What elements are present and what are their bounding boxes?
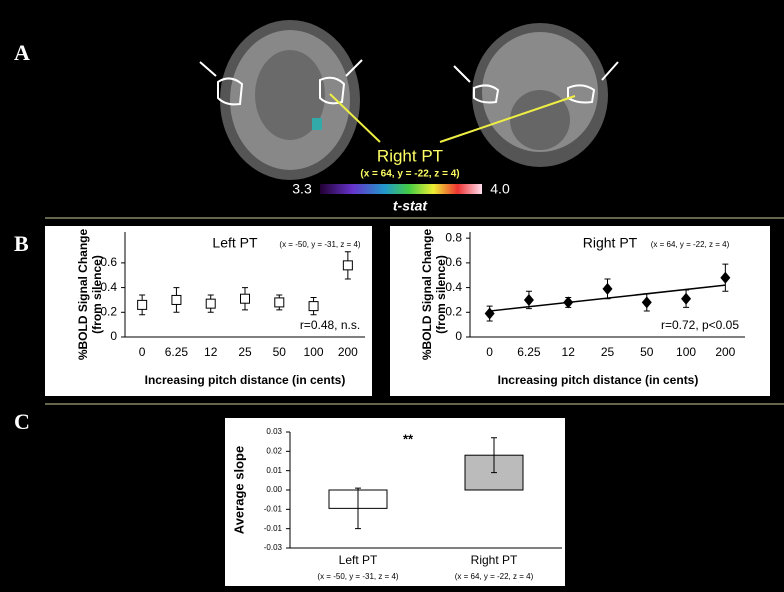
y-tick-label: 0.6 xyxy=(445,255,462,269)
panel-label: A xyxy=(14,40,30,65)
marker xyxy=(484,307,495,320)
marker xyxy=(563,296,574,309)
x-tick-label: 50 xyxy=(273,345,287,359)
y-tick-label: -0.03 xyxy=(264,543,283,552)
marker xyxy=(308,301,319,312)
marker xyxy=(240,293,250,304)
y-axis-label: (from silence) xyxy=(90,255,104,334)
y-tick-label: 0 xyxy=(455,329,462,343)
chart-title: Right PT xyxy=(583,235,638,251)
x-axis-label: Increasing pitch distance (in cents) xyxy=(145,373,346,387)
annotation: r=0.72, p<0.05 xyxy=(661,318,739,332)
brain-axial xyxy=(199,20,363,180)
x-axis-label: Increasing pitch distance (in cents) xyxy=(498,373,699,387)
x-tick-label: 100 xyxy=(304,345,324,359)
brain-coronal xyxy=(453,23,619,167)
x-tick-label: 100 xyxy=(676,345,696,359)
category-note: (x = 64, y = -22, z = 4) xyxy=(455,572,534,581)
y-tick-label: 0.01 xyxy=(266,466,282,475)
annotation: r=0.48, n.s. xyxy=(300,318,360,332)
panel-label: C xyxy=(14,409,30,434)
x-tick-label: Right PT xyxy=(471,553,518,567)
x-tick-label: 25 xyxy=(238,345,252,359)
y-tick-label: 0.2 xyxy=(445,304,462,318)
chart-panel xyxy=(390,226,770,396)
y-axis-label: Average slope xyxy=(231,446,246,534)
annotation: ** xyxy=(403,431,414,446)
chart-title: Left PT xyxy=(212,235,258,251)
y-tick-label: 0.6 xyxy=(100,255,117,269)
marker xyxy=(342,260,353,271)
error-bar xyxy=(355,487,361,530)
marker xyxy=(681,292,692,305)
y-tick-label: 0.8 xyxy=(445,230,462,244)
category-note: (x = -50, y = -31, z = 4) xyxy=(317,572,398,581)
panel-label: B xyxy=(14,231,29,256)
marker xyxy=(602,282,613,295)
x-tick-label: 12 xyxy=(562,345,576,359)
colorbar-max: 4.0 xyxy=(490,181,510,197)
x-tick-label: 0 xyxy=(486,345,493,359)
marker xyxy=(523,293,534,306)
y-tick-label: 0.03 xyxy=(266,427,282,436)
error-bar xyxy=(491,437,497,474)
marker xyxy=(205,298,216,309)
y-tick-label: 0.4 xyxy=(445,280,462,294)
marker xyxy=(137,299,148,310)
chart-subtitle: (x = 64, y = -22, z = 4) xyxy=(651,240,730,249)
x-tick-label: 200 xyxy=(338,345,358,359)
x-tick-label: Left PT xyxy=(339,553,378,567)
y-tick-label: 0.2 xyxy=(100,304,117,318)
y-axis-label: %BOLD Signal Change xyxy=(76,229,90,361)
x-tick-label: 0 xyxy=(139,345,146,359)
region-coords: (x = 64, y = -22, z = 4) xyxy=(360,169,459,180)
pointer-arrow xyxy=(329,93,381,143)
marker xyxy=(171,294,182,305)
y-tick-label: 0 xyxy=(110,329,117,343)
marker xyxy=(274,297,285,308)
chart-panel xyxy=(225,418,565,586)
x-tick-label: 6.25 xyxy=(517,345,541,359)
x-tick-label: 200 xyxy=(715,345,735,359)
y-tick-label: 0.00 xyxy=(266,485,282,494)
y-tick-label: -0.01 xyxy=(264,524,283,533)
y-axis-label: %BOLD Signal Change xyxy=(420,229,434,361)
y-tick-label: 0.02 xyxy=(266,446,282,455)
colorbar-label: t-stat xyxy=(393,198,429,214)
x-tick-label: 12 xyxy=(204,345,218,359)
marker xyxy=(720,271,731,284)
pointer-arrow xyxy=(439,95,576,143)
colorbar xyxy=(320,184,482,194)
chart-subtitle: (x = -50, y = -31, z = 4) xyxy=(279,240,360,249)
y-axis-label: (from silence) xyxy=(434,255,448,334)
marker xyxy=(641,296,652,309)
region-label: Right PT xyxy=(377,146,443,165)
x-tick-label: 50 xyxy=(640,345,654,359)
y-tick-label: -0.01 xyxy=(264,504,283,513)
colorbar-min: 3.3 xyxy=(292,181,312,197)
y-tick-label: 0.4 xyxy=(100,280,117,294)
x-tick-label: 25 xyxy=(601,345,615,359)
x-tick-label: 6.25 xyxy=(165,345,189,359)
